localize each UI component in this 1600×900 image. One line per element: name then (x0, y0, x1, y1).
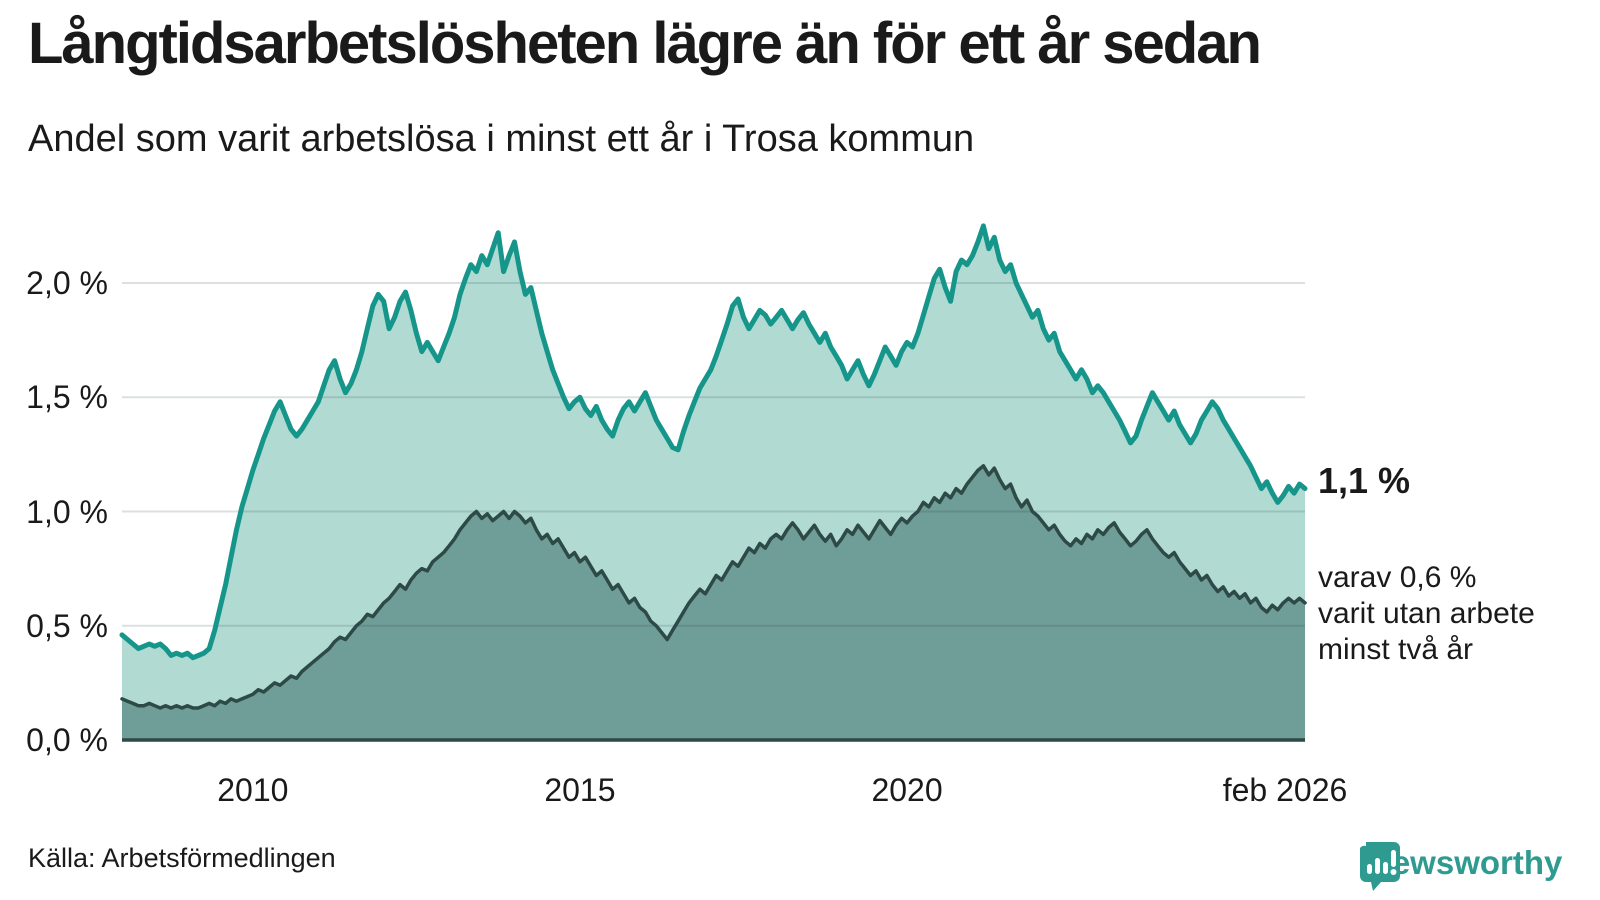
chart-subtitle: Andel som varit arbetslösa i minst ett å… (28, 118, 975, 160)
y-axis-label: 1,5 % (26, 379, 108, 416)
newsworthy-logo[interactable]: Newsworthy (1358, 840, 1563, 891)
x-axis-label: 2010 (217, 772, 289, 808)
area-two-years-series (122, 465, 1305, 740)
end-value-annotation: 1,1 % (1318, 460, 1411, 501)
newsworthy-speech-bubble-chart-icon (1360, 842, 1400, 891)
secondary-annotation-line: varit utan arbete (1318, 597, 1535, 630)
chart-title: Långtidsarbetslösheten lägre än för ett … (28, 11, 1262, 76)
line-one-year-series (119, 223, 1308, 661)
secondary-annotation-line: varav 0,6 % (1318, 561, 1477, 594)
secondary-annotation-line: minst två år (1318, 633, 1474, 666)
y-axis-label: 1,0 % (26, 493, 108, 530)
newsworthy-logo-text: Newsworthy (1368, 844, 1563, 881)
y-axis-label: 0,5 % (26, 607, 108, 644)
x-axis-label: feb 2026 (1222, 772, 1348, 808)
y-axis-label: 2,0 % (26, 265, 108, 301)
secondary-annotation: varav 0,6 % varit utan arbete minst två … (1318, 560, 1535, 668)
y-axis-label: 0,0 % (26, 722, 108, 758)
x-axis-label: 2020 (871, 772, 943, 808)
source-caption: Källa: Arbetsförmedlingen (28, 843, 336, 873)
x-axis-label: 2015 (544, 772, 616, 808)
line-two-years-series (120, 464, 1307, 710)
